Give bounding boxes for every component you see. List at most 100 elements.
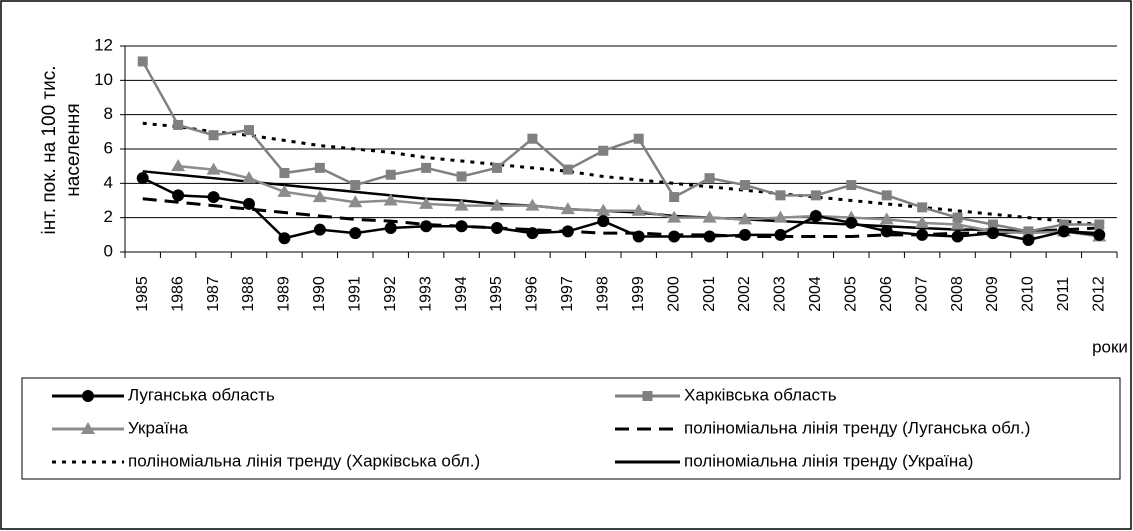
marker (881, 190, 892, 201)
marker (562, 164, 573, 175)
x-tick-label: 1989 (276, 276, 293, 312)
marker (598, 145, 609, 156)
marker (491, 221, 503, 234)
legend-label: поліноміальна лінія тренду (Харківська о… (128, 451, 480, 470)
marker (668, 230, 681, 243)
legend-label: Харківська область (684, 385, 837, 404)
series-line (142, 121, 1100, 227)
y-axis-label: населення (63, 103, 84, 196)
marker (773, 210, 788, 223)
marker (915, 215, 930, 228)
x-tick-label: 1987 (205, 276, 222, 312)
x-tick-label: 1985 (134, 276, 151, 312)
marker (1093, 228, 1106, 241)
x-tick-label: 1986 (169, 276, 186, 312)
marker (950, 217, 965, 230)
x-tick-label: 2006 (878, 276, 895, 312)
marker (561, 225, 574, 238)
x-tick-label: 2012 (1091, 276, 1108, 312)
legend-border (21, 377, 1121, 480)
marker (349, 227, 362, 240)
x-tick-label: 2009 (984, 276, 1001, 312)
marker (385, 169, 396, 180)
legend-label: Луганська область (128, 385, 275, 404)
marker (171, 159, 186, 172)
marker (987, 227, 999, 240)
marker (988, 219, 998, 230)
x-tick-label: 1991 (347, 276, 364, 312)
marker (350, 180, 361, 191)
x-tick-label: 2010 (1020, 276, 1037, 312)
series-line (142, 177, 1100, 242)
marker (526, 227, 539, 240)
x-tick-label: 2005 (843, 276, 860, 312)
marker (314, 162, 325, 173)
marker (845, 216, 858, 229)
marker (136, 172, 149, 185)
x-tick-label: 1999 (630, 276, 647, 312)
marker (775, 190, 786, 201)
marker (312, 190, 327, 203)
x-tick-label: 1988 (240, 276, 257, 312)
marker (597, 215, 610, 228)
y-tick-label: 8 (104, 104, 113, 123)
y-tick-label: 12 (94, 35, 113, 54)
marker (952, 212, 963, 223)
x-tick-label: 2007 (913, 276, 930, 312)
marker (525, 198, 540, 211)
marker (490, 198, 504, 211)
marker (1094, 219, 1105, 230)
x-tick-label: 2008 (949, 276, 966, 312)
marker (279, 168, 290, 179)
marker (243, 197, 255, 210)
marker (137, 56, 148, 67)
marker (809, 209, 822, 222)
marker (242, 171, 256, 184)
legend-label: Україна (128, 418, 188, 437)
x-tick-label: 2001 (701, 276, 718, 312)
marker (419, 196, 434, 209)
marker (560, 202, 575, 215)
marker (172, 189, 185, 202)
x-tick-label: 2004 (807, 276, 824, 312)
legend-label: поліноміальна лінія тренду (Луганська об… (684, 418, 1030, 437)
marker (738, 212, 752, 225)
marker (702, 210, 717, 223)
marker (740, 180, 750, 191)
marker (879, 212, 894, 225)
marker (492, 162, 502, 173)
x-tick-label: 1994 (453, 276, 470, 312)
marker (810, 190, 821, 201)
marker (421, 162, 432, 173)
marker (348, 195, 363, 208)
x-tick-label: 1997 (559, 276, 576, 312)
marker (173, 119, 184, 130)
marker (313, 223, 326, 236)
legend-label: поліноміальна лінія тренду (Україна) (684, 451, 973, 470)
x-tick-label: 1998 (595, 276, 612, 312)
x-tick-label: 2011 (1055, 277, 1072, 312)
marker (207, 191, 220, 204)
marker (669, 192, 680, 203)
marker (633, 133, 644, 144)
y-tick-label: 2 (104, 207, 113, 226)
marker (244, 125, 254, 136)
marker (1057, 225, 1070, 238)
marker (527, 133, 538, 144)
x-tick-label: 2003 (772, 276, 789, 312)
marker (739, 228, 751, 241)
marker (703, 230, 716, 243)
marker (632, 230, 645, 243)
marker (1023, 226, 1034, 237)
marker (456, 171, 467, 182)
marker (917, 202, 928, 213)
marker (880, 225, 893, 238)
marker (278, 232, 291, 245)
x-tick-label: 1996 (524, 276, 541, 312)
x-tick-label: 1993 (417, 276, 434, 312)
marker (81, 422, 95, 434)
x-tick-label: 2000 (665, 276, 682, 312)
marker (1022, 233, 1035, 246)
